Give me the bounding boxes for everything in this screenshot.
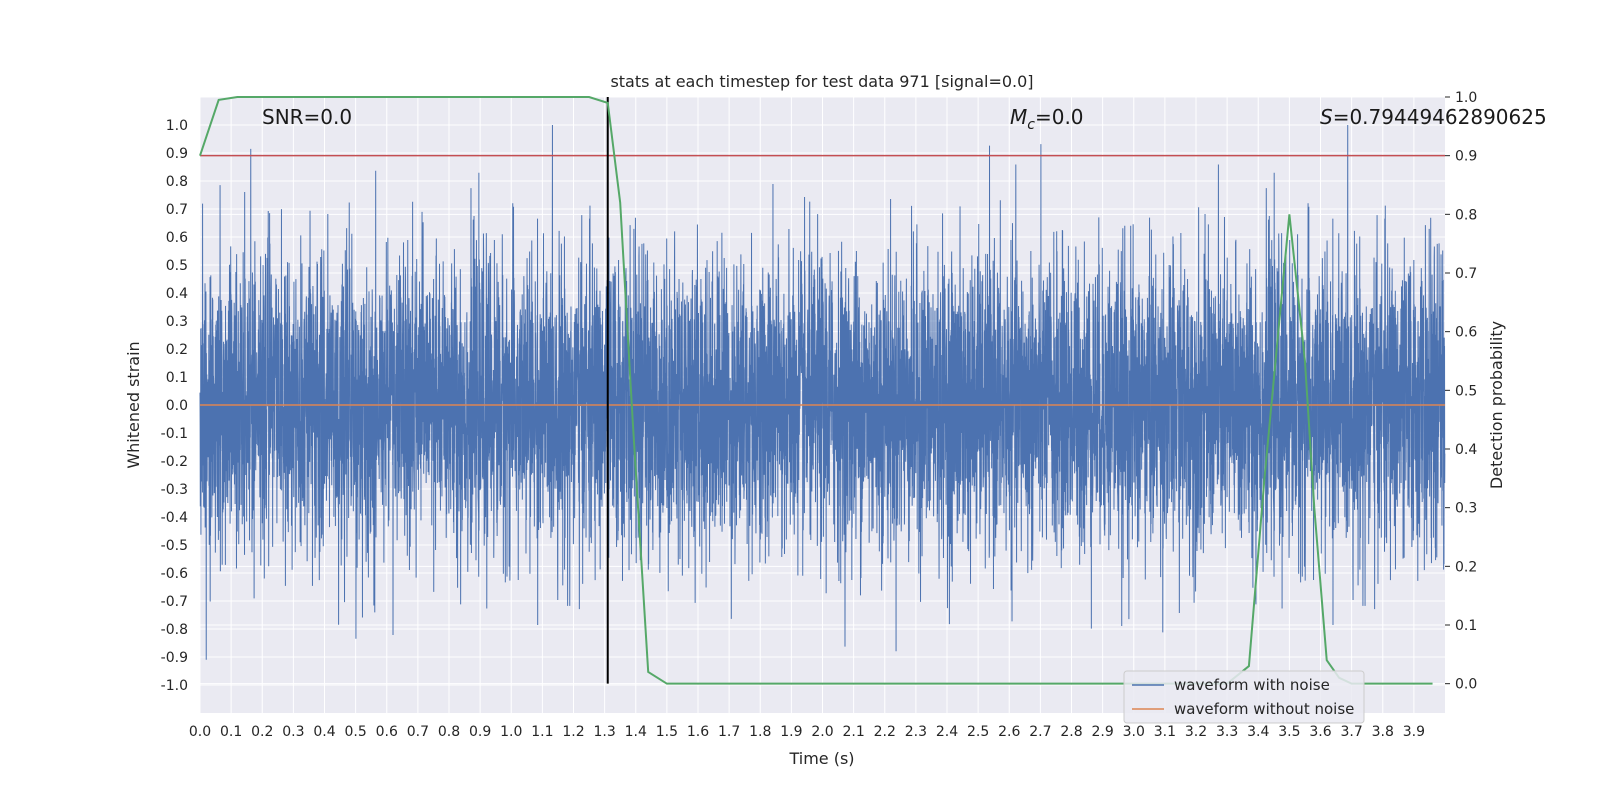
y2-axis-label: Detection probability [1487,321,1506,489]
x-tick-label: 0.3 [282,724,304,740]
x-tick-label: 3.5 [1278,724,1300,740]
x-tick-label: 2.4 [936,724,958,740]
x-tick-label: 0.4 [313,724,335,740]
y-tick-label: 1.0 [166,118,188,134]
y-tick-label: 0.8 [166,174,188,190]
s-symbol: S [1320,105,1333,129]
x-tick-label: 2.8 [1060,724,1082,740]
y-tick-label: 0.7 [166,202,188,218]
y2-tick-label: 0.2 [1455,559,1477,575]
series-waveform-with-noise [199,124,1446,660]
x-tick-label: 3.7 [1340,724,1362,740]
x-tick-label: 2.5 [967,724,989,740]
x-tick-label: 0.1 [220,724,242,740]
ticks: 0.0 0.1 0.2 0.3 0.4 0.5 0.6 0.7 0.8 0.9 1.0 1.1 1.2 1… [161,90,1478,740]
y-tick-label: -0.8 [161,622,188,638]
x-axis-label: Time (s) [788,749,854,768]
x-tick-label: 2.2 [874,724,896,740]
y-tick-label: 0.1 [166,370,188,386]
mc-symbol: M [1010,105,1027,129]
y-axis-label: Whitened strain [124,341,143,468]
y-tick-label: -0.1 [161,426,188,442]
x-tick-label: 3.0 [1123,724,1145,740]
x-tick-label: 0.8 [438,724,460,740]
y-tick-label: 0.9 [166,146,188,162]
y-tick-label: 0.3 [166,314,188,330]
y2-tick-label: 0.9 [1455,149,1477,165]
x-tick-label: 1.1 [531,724,553,740]
mc-value: =0.0 [1035,105,1084,129]
x-tick-label: 0.7 [407,724,429,740]
y-tick-label: 0.0 [166,398,188,414]
x-tick-label: 0.6 [376,724,398,740]
legend: waveform with noise waveform without noi… [1123,670,1365,724]
x-tick-label: 2.1 [842,724,864,740]
y-tick-label: -0.9 [161,650,188,666]
x-tick-label: 1.8 [749,724,771,740]
overlay [199,96,1445,685]
mc-subscript: c [1027,117,1035,133]
x-tick-label: 3.3 [1216,724,1238,740]
legend-entry-clean: waveform without noise [1174,700,1354,718]
x-tick-label: 2.7 [1029,724,1051,740]
x-tick-label: 2.0 [811,724,833,740]
y2-tick-label: 0.7 [1455,266,1477,282]
x-tick-label: 2.3 [905,724,927,740]
x-tick-label: 1.4 [625,724,647,740]
snr-annotation: SNR=0.0 [262,105,352,129]
y-tick-label: 0.2 [166,342,188,358]
s-value: =0.79449462890625 [1333,105,1547,129]
y2-tick-label: 1.0 [1455,90,1477,106]
chart-title: stats at each timestep for test data 971… [610,72,1033,91]
y2-tick-label: 0.5 [1455,383,1477,399]
x-tick-label: 1.0 [500,724,522,740]
x-tick-label: 1.6 [687,724,709,740]
y-tick-label: -1.0 [161,678,188,694]
y2-tick-label: 0.8 [1455,207,1477,223]
x-tick-label: 2.6 [998,724,1020,740]
x-tick-label: 0.5 [344,724,366,740]
x-tick-label: 3.2 [1185,724,1207,740]
legend-frame [1123,670,1365,724]
y-tick-label: -0.3 [161,482,188,498]
y2-tick-label: 0.6 [1455,325,1477,341]
y-tick-label: 0.5 [166,258,188,274]
x-tick-label: 3.8 [1372,724,1394,740]
x-tick-label: 3.9 [1403,724,1425,740]
x-tick-label: 0.0 [189,724,211,740]
y-tick-label: -0.7 [161,594,188,610]
y-tick-label: -0.5 [161,538,188,554]
x-tick-label: 0.9 [469,724,491,740]
x-tick-label: 3.4 [1247,724,1269,740]
detection-probability-line [199,96,1433,685]
x-tick-label: 1.3 [593,724,615,740]
x-tick-label: 1.9 [780,724,802,740]
mc-annotation: Mc=0.0 [1010,105,1084,133]
y2-tick-label: 0.1 [1455,618,1477,634]
y-tick-label: -0.6 [161,566,188,582]
y-tick-label: -0.4 [161,510,188,526]
x-tick-label: 3.1 [1154,724,1176,740]
x-tick-label: 0.2 [251,724,273,740]
x-tick-label: 2.9 [1091,724,1113,740]
y2-tick-label: 0.3 [1455,501,1477,517]
legend-entry-noise: waveform with noise [1174,676,1330,694]
y-tick-label: -0.2 [161,454,188,470]
s-annotation: S=0.79449462890625 [1320,105,1547,129]
y2-tick-label: 0.4 [1455,442,1477,458]
x-tick-label: 1.2 [562,724,584,740]
y2-tick-label: 0.0 [1455,677,1477,693]
y-tick-label: 0.4 [166,286,188,302]
x-tick-label: 1.5 [656,724,678,740]
noise-trace [199,124,1446,660]
x-tick-label: 1.7 [718,724,740,740]
y-tick-label: 0.6 [166,230,188,246]
x-tick-label: 3.6 [1309,724,1331,740]
